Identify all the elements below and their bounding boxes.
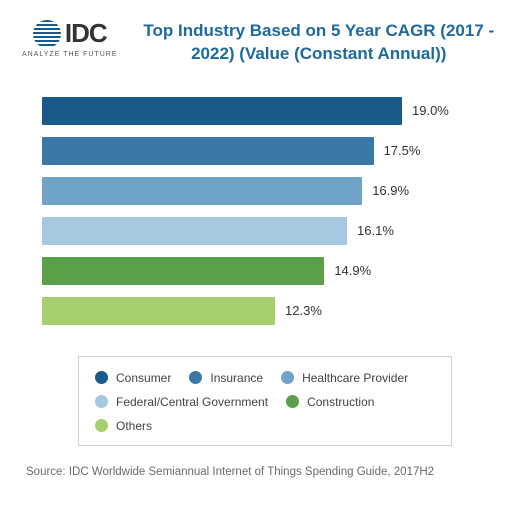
bar (42, 137, 374, 165)
bar (42, 177, 362, 205)
legend-item: Insurance (189, 371, 263, 385)
globe-icon (33, 20, 61, 48)
idc-logo: IDC ANALYZE THE FUTURE (22, 18, 118, 58)
legend-label: Construction (307, 395, 374, 409)
bar-row: 19.0% (42, 94, 488, 128)
bar-row: 16.9% (42, 174, 488, 208)
bar-row: 16.1% (42, 214, 488, 248)
bar (42, 257, 324, 285)
legend-label: Others (116, 419, 152, 433)
legend-swatch-icon (189, 371, 202, 384)
source-citation: Source: IDC Worldwide Semiannual Interne… (22, 466, 508, 478)
legend-label: Consumer (116, 371, 171, 385)
legend-label: Healthcare Provider (302, 371, 408, 385)
bar-value-label: 17.5% (384, 143, 421, 158)
bar-chart: 19.0% 17.5% 16.9% 16.1% 14.9% 12.3% (42, 94, 488, 328)
bar-row: 17.5% (42, 134, 488, 168)
bar-row: 14.9% (42, 254, 488, 288)
legend-swatch-icon (95, 419, 108, 432)
header: IDC ANALYZE THE FUTURE Top Industry Base… (22, 18, 508, 66)
bar-value-label: 12.3% (285, 303, 322, 318)
bar-value-label: 16.9% (372, 183, 409, 198)
legend-item: Construction (286, 395, 374, 409)
chart-title: Top Industry Based on 5 Year CAGR (2017 … (130, 18, 508, 66)
legend: Consumer Insurance Healthcare Provider Fede… (78, 356, 452, 446)
bar (42, 297, 275, 325)
legend-swatch-icon (95, 395, 108, 408)
bar-value-label: 19.0% (412, 103, 449, 118)
bar (42, 97, 402, 125)
logo-tagline: ANALYZE THE FUTURE (22, 51, 118, 58)
bar (42, 217, 347, 245)
bar-value-label: 16.1% (357, 223, 394, 238)
bar-value-label: 14.9% (334, 263, 371, 278)
logo-text: IDC (65, 18, 107, 49)
logo-top: IDC (33, 18, 107, 49)
legend-item: Federal/Central Government (95, 395, 268, 409)
legend-swatch-icon (286, 395, 299, 408)
legend-item: Others (95, 419, 152, 433)
bar-row: 12.3% (42, 294, 488, 328)
legend-item: Healthcare Provider (281, 371, 408, 385)
legend-label: Insurance (210, 371, 263, 385)
legend-swatch-icon (281, 371, 294, 384)
legend-swatch-icon (95, 371, 108, 384)
legend-label: Federal/Central Government (116, 395, 268, 409)
legend-item: Consumer (95, 371, 171, 385)
